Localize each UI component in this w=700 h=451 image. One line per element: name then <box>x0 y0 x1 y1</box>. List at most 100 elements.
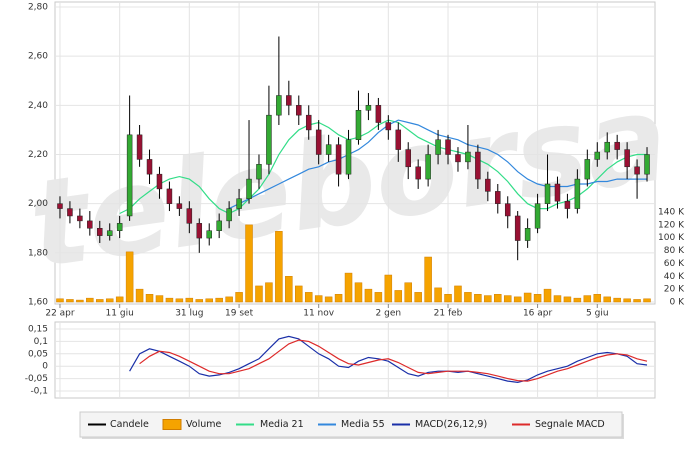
volume-bar <box>225 296 233 303</box>
candle-body <box>97 228 103 236</box>
candle-body <box>495 191 501 204</box>
candle-body <box>425 154 431 180</box>
volume-bar <box>573 297 582 303</box>
candle-body <box>385 122 392 131</box>
volume-bar <box>125 251 134 303</box>
y-tick-label: -0,05 <box>25 374 48 384</box>
candle-body <box>176 203 183 209</box>
volume-bar <box>444 294 452 303</box>
volume-bar <box>66 299 74 303</box>
volume-bar <box>513 296 522 303</box>
candle-body <box>87 220 93 229</box>
y-tick-label: 0,1 <box>34 337 48 347</box>
y-tick-label: -0,1 <box>30 387 48 397</box>
volume-bar <box>215 297 223 303</box>
y2-tick-label: 60 K <box>664 259 685 269</box>
y-tick-label: 0,15 <box>28 324 48 334</box>
volume-bar <box>434 287 442 303</box>
candle-body <box>584 159 591 180</box>
candle-body <box>345 139 352 175</box>
candle-body <box>504 203 511 217</box>
candle-body <box>57 203 63 209</box>
volume-bar <box>374 292 383 303</box>
candle-body <box>554 183 561 202</box>
volume-bar <box>205 298 213 303</box>
candle-body <box>624 149 630 168</box>
volume-bar <box>394 290 403 303</box>
y-tick-label: 1,80 <box>28 248 48 258</box>
y2-tick-label: 100 K <box>658 233 685 243</box>
volume-bar <box>533 294 542 303</box>
volume-bar <box>155 295 164 303</box>
volume-bar <box>314 295 323 303</box>
candle-body <box>415 166 421 180</box>
y-tick-label: 2,80 <box>28 3 48 13</box>
y-tick-label: 0 <box>42 362 48 372</box>
volume-bar <box>404 282 412 303</box>
candle-body <box>395 129 402 150</box>
y2-tick-label: 120 K <box>658 220 685 230</box>
candle-body <box>355 110 362 140</box>
volume-bar <box>494 294 502 303</box>
volume-bar <box>86 297 94 303</box>
candle-body <box>375 105 382 123</box>
x-tick-label: 16 apr <box>523 309 553 319</box>
candle-body <box>256 164 262 180</box>
y-tick-label: 2,40 <box>28 101 48 111</box>
y-tick-label: 2,20 <box>28 150 48 160</box>
candle-body <box>465 151 471 163</box>
volume-bar <box>96 299 104 303</box>
candle-body <box>544 183 551 204</box>
volume-bar <box>364 288 373 303</box>
candle-body <box>206 230 212 239</box>
volume-bar <box>265 282 273 303</box>
candle-body <box>146 159 153 175</box>
legend: Candele Volume Media 21 Media 55 MACD(26,12,… <box>79 411 624 439</box>
volume-bar <box>424 256 432 303</box>
candle-body <box>136 134 143 160</box>
candle-body <box>455 154 461 163</box>
volume-bar <box>344 272 353 303</box>
y2-tick-label: 0 K <box>670 298 686 308</box>
volume-bar <box>304 292 313 303</box>
volume-bar <box>255 285 263 303</box>
candle-body <box>77 215 83 222</box>
legend-label: Candele <box>110 419 149 430</box>
candle-body <box>216 220 222 231</box>
volume-bar <box>553 295 562 303</box>
candle-body <box>156 173 163 190</box>
x-tick-label: 31 lug <box>175 309 203 319</box>
y-tick-label: 2,00 <box>28 199 48 209</box>
volume-bar <box>135 288 144 303</box>
candle-body <box>365 105 372 111</box>
candle-body <box>196 223 203 239</box>
candle-body <box>315 129 322 155</box>
y-tick-label: 1,60 <box>28 298 48 308</box>
x-tick-label: 11 nov <box>303 309 335 319</box>
ma-line <box>119 119 647 215</box>
volume-bar <box>145 294 154 303</box>
x-tick-label: 5 giu <box>586 309 609 319</box>
candle-body <box>296 105 302 116</box>
x-tick-label: 22 apr <box>45 309 75 319</box>
macd-frame <box>54 321 656 399</box>
volume-bar <box>384 274 393 303</box>
volume-bar <box>503 295 512 303</box>
volume-bar <box>464 292 472 303</box>
candle-body <box>524 228 531 241</box>
volume-bar <box>593 294 602 303</box>
volume-bar <box>295 285 303 303</box>
y-tick-label: 2,60 <box>28 52 48 62</box>
candle-body <box>534 203 541 229</box>
candle-body <box>166 188 173 204</box>
volume-bar <box>56 298 64 303</box>
candle-body <box>574 178 581 209</box>
candle-body <box>644 154 650 175</box>
x-tick-label: 2 gen <box>376 309 402 319</box>
legend-swatch <box>162 419 182 430</box>
candle-body <box>634 166 640 175</box>
candle-body <box>594 151 601 160</box>
legend-label: Media 21 <box>260 419 304 430</box>
candle-body <box>514 215 521 241</box>
